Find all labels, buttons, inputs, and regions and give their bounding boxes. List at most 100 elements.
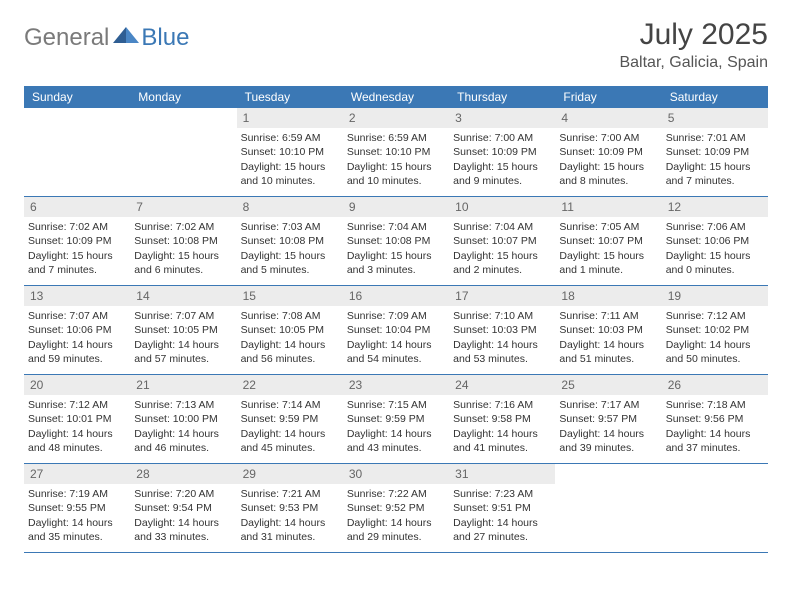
sunrise-text: Sunrise: 7:02 AM (28, 220, 126, 234)
daylight-text: Daylight: 14 hours and 33 minutes. (134, 516, 232, 544)
daylight-text: Daylight: 15 hours and 10 minutes. (347, 160, 445, 188)
day-number: 7 (130, 197, 236, 217)
day-number: 14 (130, 286, 236, 306)
day-number: 31 (449, 464, 555, 484)
sunrise-text: Sunrise: 7:07 AM (28, 309, 126, 323)
daylight-text: Daylight: 14 hours and 37 minutes. (666, 427, 764, 455)
sunset-text: Sunset: 9:51 PM (453, 501, 551, 515)
daylight-text: Daylight: 14 hours and 51 minutes. (559, 338, 657, 366)
sunrise-text: Sunrise: 7:03 AM (241, 220, 339, 234)
sunset-text: Sunset: 10:02 PM (666, 323, 764, 337)
day-number: 26 (662, 375, 768, 395)
sunset-text: Sunset: 10:03 PM (559, 323, 657, 337)
title-block: July 2025 Baltar, Galicia, Spain (619, 18, 768, 72)
sunrise-text: Sunrise: 7:09 AM (347, 309, 445, 323)
daylight-text: Daylight: 14 hours and 31 minutes. (241, 516, 339, 544)
sunrise-text: Sunrise: 7:20 AM (134, 487, 232, 501)
sunset-text: Sunset: 10:09 PM (559, 145, 657, 159)
sunrise-text: Sunrise: 7:04 AM (453, 220, 551, 234)
sunrise-text: Sunrise: 7:19 AM (28, 487, 126, 501)
day-header-sun: Sunday (24, 86, 130, 108)
day-cell: 26Sunrise: 7:18 AMSunset: 9:56 PMDayligh… (662, 375, 768, 463)
day-cell: 14Sunrise: 7:07 AMSunset: 10:05 PMDaylig… (130, 286, 236, 374)
day-cell: 11Sunrise: 7:05 AMSunset: 10:07 PMDaylig… (555, 197, 661, 285)
daylight-text: Daylight: 14 hours and 41 minutes. (453, 427, 551, 455)
month-title: July 2025 (619, 18, 768, 52)
sunset-text: Sunset: 9:52 PM (347, 501, 445, 515)
week-row: 20Sunrise: 7:12 AMSunset: 10:01 PMDaylig… (24, 375, 768, 464)
day-number: 3 (449, 108, 555, 128)
sunset-text: Sunset: 10:05 PM (241, 323, 339, 337)
week-row: 13Sunrise: 7:07 AMSunset: 10:06 PMDaylig… (24, 286, 768, 375)
sunrise-text: Sunrise: 7:15 AM (347, 398, 445, 412)
day-cell: 30Sunrise: 7:22 AMSunset: 9:52 PMDayligh… (343, 464, 449, 552)
day-number: 2 (343, 108, 449, 128)
sunset-text: Sunset: 10:06 PM (28, 323, 126, 337)
day-cell: 3Sunrise: 7:00 AMSunset: 10:09 PMDayligh… (449, 108, 555, 196)
day-cell: 6Sunrise: 7:02 AMSunset: 10:09 PMDayligh… (24, 197, 130, 285)
day-cell: 24Sunrise: 7:16 AMSunset: 9:58 PMDayligh… (449, 375, 555, 463)
sunrise-text: Sunrise: 7:04 AM (347, 220, 445, 234)
sunset-text: Sunset: 10:08 PM (241, 234, 339, 248)
header: General Blue July 2025 Baltar, Galicia, … (24, 18, 768, 72)
week-row: 6Sunrise: 7:02 AMSunset: 10:09 PMDayligh… (24, 197, 768, 286)
sunset-text: Sunset: 9:53 PM (241, 501, 339, 515)
day-cell: 27Sunrise: 7:19 AMSunset: 9:55 PMDayligh… (24, 464, 130, 552)
sunset-text: Sunset: 10:09 PM (453, 145, 551, 159)
day-cell: 7Sunrise: 7:02 AMSunset: 10:08 PMDayligh… (130, 197, 236, 285)
day-cell: . (130, 108, 236, 196)
day-cell: 20Sunrise: 7:12 AMSunset: 10:01 PMDaylig… (24, 375, 130, 463)
day-cell: 2Sunrise: 6:59 AMSunset: 10:10 PMDayligh… (343, 108, 449, 196)
day-cell: 22Sunrise: 7:14 AMSunset: 9:59 PMDayligh… (237, 375, 343, 463)
sunset-text: Sunset: 10:09 PM (28, 234, 126, 248)
day-number: 1 (237, 108, 343, 128)
day-header-mon: Monday (130, 86, 236, 108)
day-cell: . (555, 464, 661, 552)
day-cell: 13 Sunrise: 7:07 AMSunset: 10:06 PMDaylig… (24, 286, 130, 374)
day-number: 12 (662, 197, 768, 217)
daylight-text: Daylight: 14 hours and 48 minutes. (28, 427, 126, 455)
daylight-text: Daylight: 14 hours and 43 minutes. (347, 427, 445, 455)
sunset-text: Sunset: 10:07 PM (559, 234, 657, 248)
daylight-text: Daylight: 15 hours and 9 minutes. (453, 160, 551, 188)
daylight-text: Daylight: 14 hours and 29 minutes. (347, 516, 445, 544)
sunrise-text: Sunrise: 7:14 AM (241, 398, 339, 412)
sunset-text: Sunset: 9:59 PM (241, 412, 339, 426)
day-cell: 15Sunrise: 7:08 AMSunset: 10:05 PMDaylig… (237, 286, 343, 374)
daylight-text: Daylight: 15 hours and 1 minute. (559, 249, 657, 277)
logo-text-general: General (24, 24, 109, 52)
daylight-text: Daylight: 14 hours and 35 minutes. (28, 516, 126, 544)
daylight-text: Daylight: 14 hours and 46 minutes. (134, 427, 232, 455)
day-header-tue: Tuesday (237, 86, 343, 108)
day-cell: 18Sunrise: 7:11 AMSunset: 10:03 PMDaylig… (555, 286, 661, 374)
day-cell: 8Sunrise: 7:03 AMSunset: 10:08 PMDayligh… (237, 197, 343, 285)
daylight-text: Daylight: 14 hours and 59 minutes. (28, 338, 126, 366)
day-number: 19 (662, 286, 768, 306)
sunset-text: Sunset: 9:56 PM (666, 412, 764, 426)
sunrise-text: Sunrise: 7:08 AM (241, 309, 339, 323)
sunset-text: Sunset: 10:10 PM (241, 145, 339, 159)
daylight-text: Daylight: 15 hours and 0 minutes. (666, 249, 764, 277)
daylight-text: Daylight: 14 hours and 53 minutes. (453, 338, 551, 366)
daylight-text: Daylight: 15 hours and 8 minutes. (559, 160, 657, 188)
daylight-text: Daylight: 15 hours and 3 minutes. (347, 249, 445, 277)
logo-mark-icon (113, 25, 139, 43)
day-cell: 29Sunrise: 7:21 AMSunset: 9:53 PMDayligh… (237, 464, 343, 552)
daylight-text: Daylight: 14 hours and 27 minutes. (453, 516, 551, 544)
sunrise-text: Sunrise: 7:23 AM (453, 487, 551, 501)
sunset-text: Sunset: 10:08 PM (347, 234, 445, 248)
day-number: 13 (24, 286, 130, 306)
sunrise-text: Sunrise: 7:22 AM (347, 487, 445, 501)
daylight-text: Daylight: 14 hours and 39 minutes. (559, 427, 657, 455)
daylight-text: Daylight: 14 hours and 54 minutes. (347, 338, 445, 366)
week-row: 27Sunrise: 7:19 AMSunset: 9:55 PMDayligh… (24, 464, 768, 553)
day-cell: 1Sunrise: 6:59 AMSunset: 10:10 PMDayligh… (237, 108, 343, 196)
sunset-text: Sunset: 10:06 PM (666, 234, 764, 248)
day-cell: 17Sunrise: 7:10 AMSunset: 10:03 PMDaylig… (449, 286, 555, 374)
sunset-text: Sunset: 10:07 PM (453, 234, 551, 248)
sunrise-text: Sunrise: 7:13 AM (134, 398, 232, 412)
sunrise-text: Sunrise: 7:01 AM (666, 131, 764, 145)
day-cell: 28Sunrise: 7:20 AMSunset: 9:54 PMDayligh… (130, 464, 236, 552)
sunrise-text: Sunrise: 7:16 AM (453, 398, 551, 412)
calendar: Sunday Monday Tuesday Wednesday Thursday… (24, 86, 768, 553)
